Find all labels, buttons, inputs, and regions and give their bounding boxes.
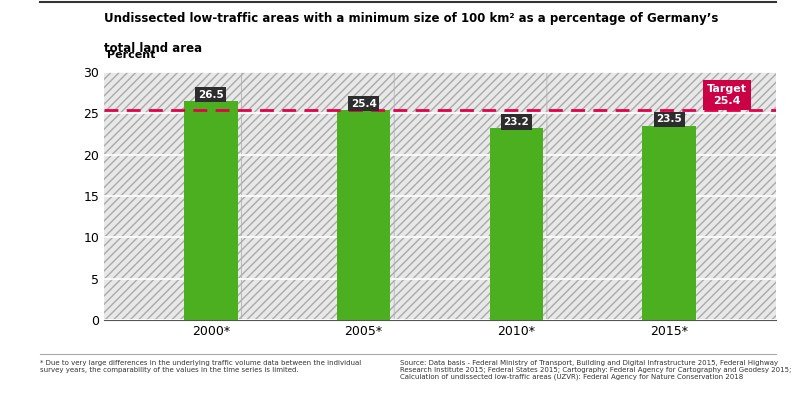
FancyBboxPatch shape	[89, 70, 333, 322]
FancyBboxPatch shape	[242, 70, 486, 322]
Text: Target
25.4: Target 25.4	[707, 84, 747, 106]
Text: total land area: total land area	[104, 42, 202, 55]
Text: Percent: Percent	[107, 50, 155, 60]
Text: 23.2: 23.2	[503, 117, 530, 127]
FancyBboxPatch shape	[547, 70, 791, 322]
Text: Source: Data basis - Federal Ministry of Transport, Building and Digital Infrast: Source: Data basis - Federal Ministry of…	[400, 360, 791, 380]
Text: 23.5: 23.5	[656, 114, 682, 124]
Bar	[490, 128, 543, 320]
Text: Undissected low-traffic areas with a minimum size of 100 km² as a percentage of : Undissected low-traffic areas with a min…	[104, 12, 718, 25]
Text: 25.4: 25.4	[350, 99, 377, 109]
Bar	[642, 126, 696, 320]
FancyBboxPatch shape	[394, 70, 638, 322]
Text: * Due to very large differences in the underlying traffic volume data between th: * Due to very large differences in the u…	[40, 360, 362, 373]
Bar	[184, 101, 238, 320]
Text: 26.5: 26.5	[198, 90, 224, 100]
Bar	[337, 110, 390, 320]
